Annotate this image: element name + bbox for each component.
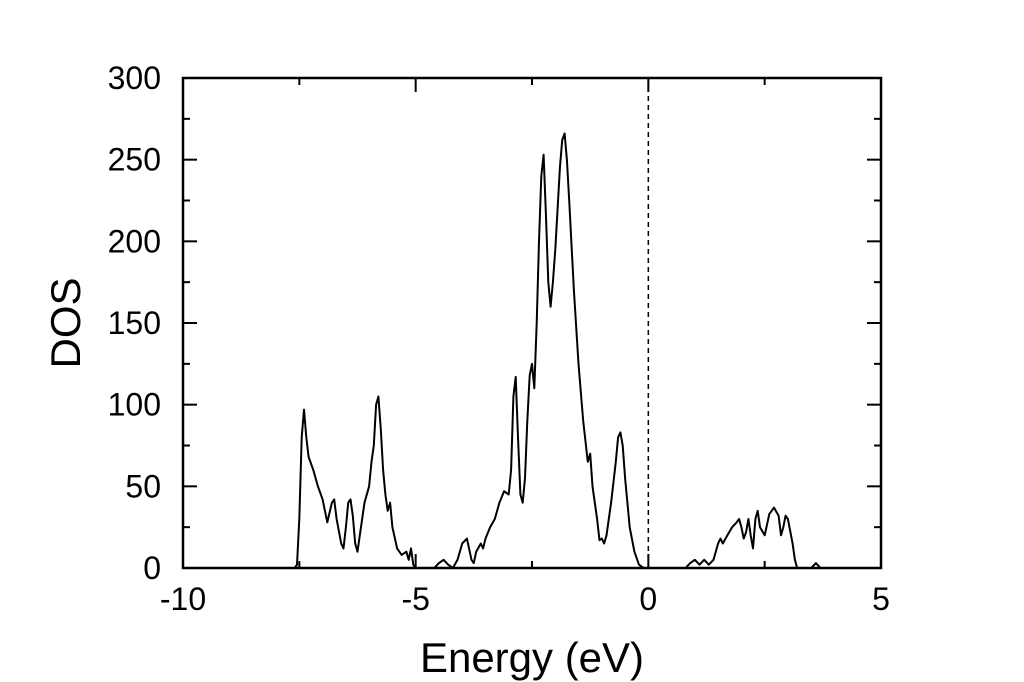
y-tick-label: 100 [108,387,161,423]
y-tick-label: 150 [108,305,161,341]
y-tick-labels: 0 50 100 150 200 250 300 [108,60,161,586]
x-tick-label: 5 [872,581,890,617]
y-tick-label: 300 [108,60,161,96]
y-tick-label: 50 [125,468,161,504]
y-axis-title: DOS [42,277,89,368]
plot-frame [181,76,883,570]
y-tick-label: 250 [108,142,161,178]
x-axis-title: Energy (eV) [420,634,644,681]
x-tick-label: 0 [639,581,657,617]
x-tick-label: -5 [401,581,429,617]
series-line-1 [183,132,881,569]
y-tick-label: 200 [108,223,161,259]
plot-area [181,76,883,570]
x-tick-labels: -10 -5 0 5 [160,581,890,617]
axis-ticks [182,77,882,569]
x-tick-label: -10 [160,581,206,617]
y-tick-label: 0 [143,550,161,586]
